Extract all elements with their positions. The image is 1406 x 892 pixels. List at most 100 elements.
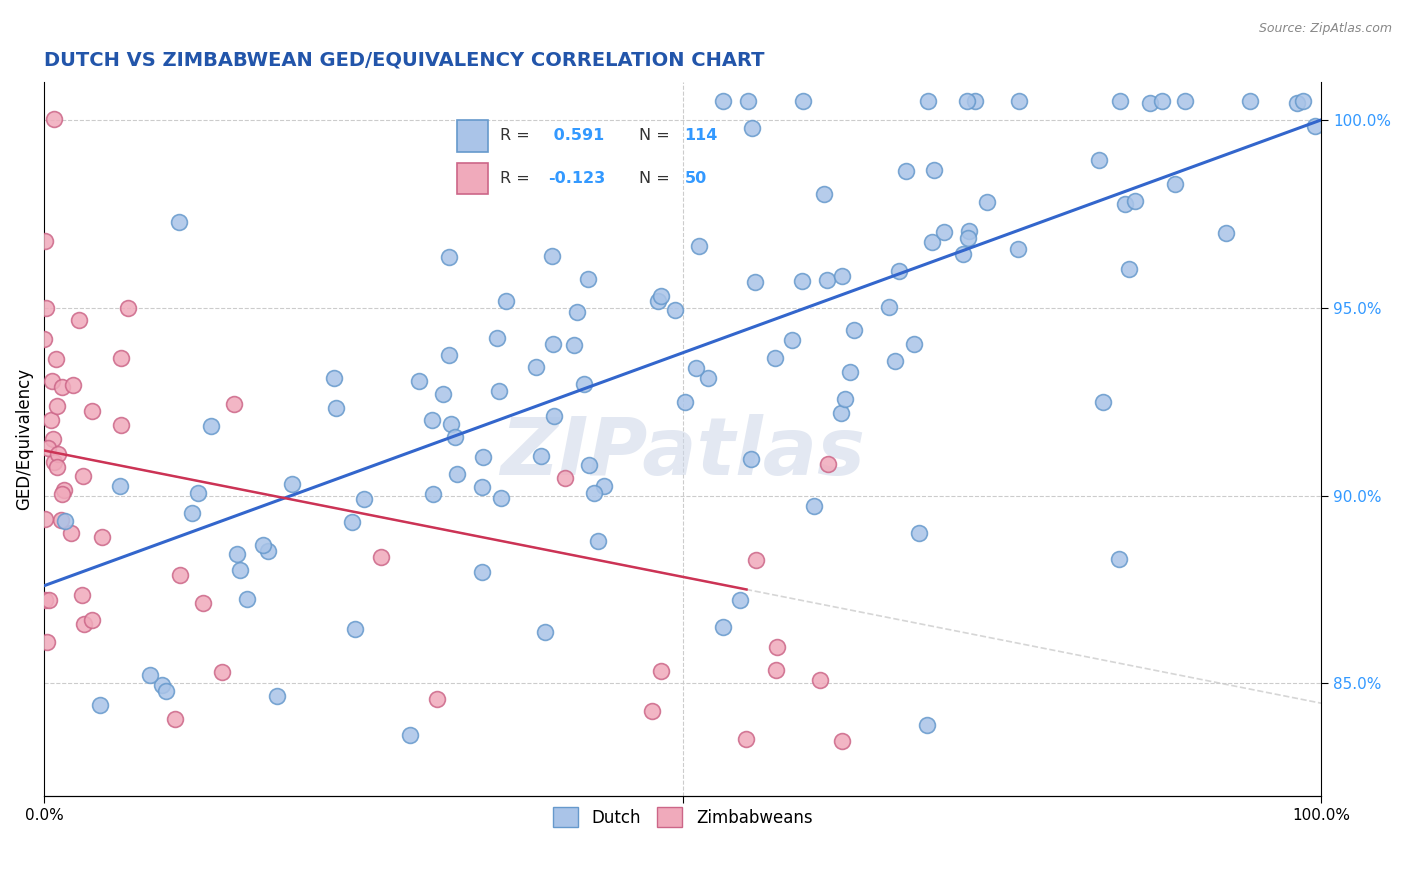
Point [344,622,367,636]
Point [790,274,813,288]
Point [139,668,162,682]
Point [432,387,454,401]
Point [226,547,249,561]
Point [745,552,768,566]
Point [110,351,132,365]
Point [1164,177,1187,191]
Point [169,567,191,582]
Point [82,404,104,418]
Point [765,640,787,654]
Point [541,249,564,263]
Point [45,351,67,366]
Point [73,616,96,631]
Point [340,515,363,529]
Point [471,565,494,579]
Point [574,376,596,391]
Text: ZIPatlas: ZIPatlas [501,415,865,492]
Point [554,471,576,485]
Point [543,409,565,423]
Point [72,469,94,483]
Point [562,338,585,352]
Point [894,164,917,178]
Point [370,549,392,564]
Point [965,94,987,108]
Point [737,94,759,108]
Point [44,112,66,126]
Point [422,487,444,501]
Point [169,215,191,229]
Point [711,94,734,108]
Point [89,698,111,712]
Point [728,592,751,607]
Point [565,305,588,319]
Point [583,486,606,500]
Point [922,162,945,177]
Point [741,121,763,136]
Point [934,225,956,239]
Point [42,433,65,447]
Point [664,302,686,317]
Point [34,512,56,526]
Point [647,293,669,308]
Point [224,397,246,411]
Text: DUTCH VS ZIMBABWEAN GED/EQUIVALENCY CORRELATION CHART: DUTCH VS ZIMBABWEAN GED/EQUIVALENCY CORR… [44,51,765,70]
Point [257,544,280,558]
Point [422,413,444,427]
Point [398,728,420,742]
Point [46,399,69,413]
Point [495,294,517,309]
Point [38,593,60,607]
Point [1239,94,1261,108]
Point [211,665,233,679]
Point [586,533,609,548]
Point [907,525,929,540]
Point [808,673,831,688]
Point [813,187,835,202]
Point [711,620,734,634]
Point [439,250,461,264]
Point [1215,226,1237,240]
Point [51,380,73,394]
Point [471,480,494,494]
Point [1139,95,1161,110]
Point [236,591,259,606]
Point [228,563,250,577]
Point [650,664,672,678]
Point [35,634,58,648]
Point [735,731,758,746]
Point [200,419,222,434]
Point [489,491,512,505]
Point [673,395,696,409]
Point [815,273,838,287]
Point [53,514,76,528]
Point [34,593,56,607]
Point [53,483,76,498]
Point [180,506,202,520]
Point [408,374,430,388]
Y-axis label: GED/Equivalency: GED/Equivalency [15,368,32,510]
Point [1108,94,1130,108]
Point [1123,194,1146,209]
Point [740,451,762,466]
Point [110,479,132,493]
Point [792,94,814,108]
Point [782,334,804,348]
Point [803,500,825,514]
Point [41,374,63,388]
Point [281,477,304,491]
Point [817,457,839,471]
Point [1088,153,1111,168]
Point [62,377,84,392]
Point [877,300,900,314]
Point [976,195,998,210]
Point [46,447,69,461]
Point [437,348,460,362]
Point [488,384,510,399]
Point [51,487,73,501]
Point [322,371,344,385]
Point [884,353,907,368]
Point [952,247,974,261]
Point [763,351,786,366]
Point [440,417,463,431]
Point [117,301,139,316]
